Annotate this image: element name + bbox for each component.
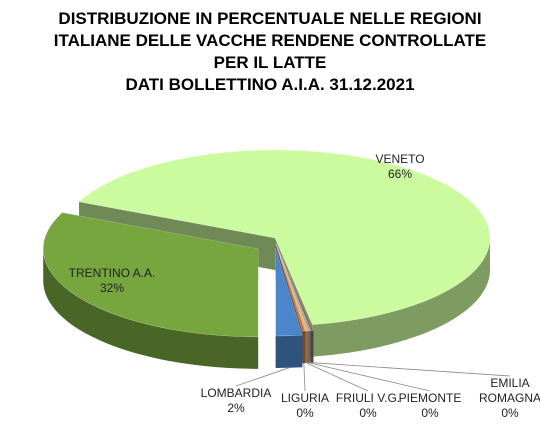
leader-line [235, 367, 290, 387]
leader-line [303, 363, 306, 392]
slice-label: EMILIA ROMAGNA [478, 376, 540, 405]
slice-rim [310, 330, 314, 363]
slice-label: LIGURIA [280, 391, 330, 405]
slice-label: PIEMONTE [398, 391, 462, 405]
slice-label: VENETO [375, 152, 425, 166]
slice [78, 149, 491, 325]
chart-title: DATI BOLLETTINO A.I.A. 31.12.2021 [125, 75, 415, 94]
slice [275, 243, 311, 332]
chart-title: DISTRIBUZIONE IN PERCENTUALE NELLE REGIO… [58, 9, 482, 28]
slice-label: FRIULI V.G. [335, 391, 401, 405]
leader-line [311, 362, 511, 377]
slice [275, 243, 309, 332]
slice-value-label: 32% [99, 281, 125, 295]
slice-label: LOMBARDIA [200, 386, 272, 400]
slice-value-label: 0% [421, 406, 439, 420]
slice-value-label: 0% [501, 406, 519, 420]
slice-value-label: 0% [296, 406, 314, 420]
slice-rim [312, 238, 490, 357]
slice [275, 243, 314, 332]
slice-rim [275, 335, 303, 368]
slice [42, 212, 259, 338]
slice-value-label: 66% [387, 167, 413, 181]
leader-line [306, 362, 369, 392]
slice-rim [305, 330, 308, 364]
slice [275, 243, 306, 332]
chart-title: PER IL LATTE [213, 53, 327, 72]
slice-rim [307, 330, 311, 363]
leader-line [309, 362, 431, 392]
chart-title: ITALIANE DELLE VACCHE RENDENE CONTROLLAT… [53, 31, 487, 50]
slice-rim [43, 248, 259, 369]
slice-value-label: 2% [227, 401, 245, 415]
slice-rim [302, 331, 306, 364]
slice-value-label: 0% [359, 406, 377, 420]
slice [275, 247, 303, 337]
slice-label: TRENTINO A.A. [68, 266, 156, 280]
